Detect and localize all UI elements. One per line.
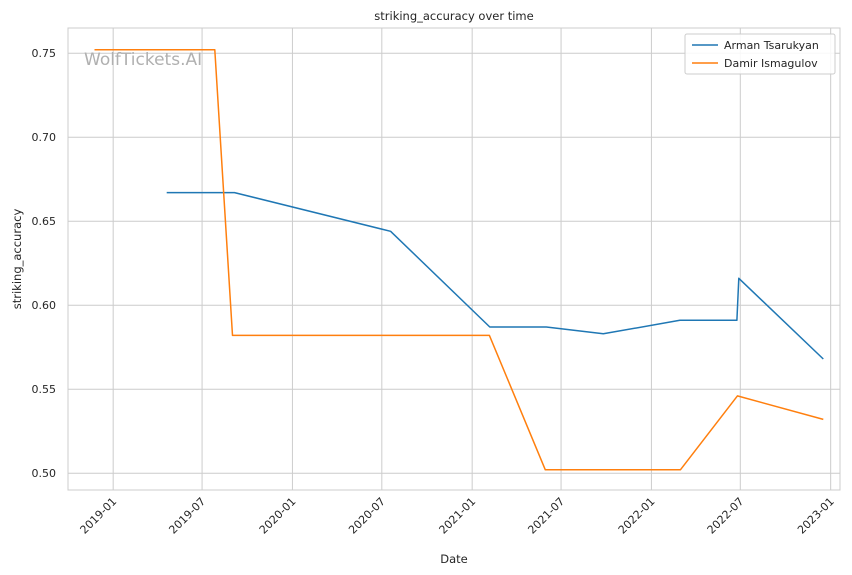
x-tick-label: 2022-01: [616, 495, 658, 537]
y-tick-label: 0.60: [32, 299, 57, 312]
x-tick-label: 2021-01: [437, 495, 479, 537]
y-tick-label: 0.50: [32, 467, 57, 480]
x-tick-label: 2023-01: [795, 495, 837, 537]
y-tick-label: 0.55: [32, 383, 57, 396]
x-tick-label: 2021-07: [525, 495, 567, 537]
y-axis-label: striking_accuracy: [10, 209, 24, 310]
legend-label-arman: Arman Tsarukyan: [724, 39, 819, 52]
series-line-damir-ismagulov: [94, 49, 824, 471]
x-axis-ticks: 2019-01 2019-07 2020-01 2020-07 2021-01 2021-…: [78, 495, 837, 537]
x-tick-label: 2020-01: [257, 495, 299, 537]
legend: Arman Tsarukyan Damir Ismagulov: [684, 33, 836, 75]
x-tick-label: 2019-07: [166, 495, 208, 537]
watermark: WolfTickets.AI: [84, 50, 202, 70]
y-tick-label: 0.75: [32, 47, 57, 60]
x-tick-label: 2019-01: [78, 495, 120, 537]
series-layer: [94, 49, 824, 471]
x-tick-label: 2020-07: [346, 495, 388, 537]
y-axis-ticks: 0.50 0.55 0.60 0.65 0.70 0.75: [32, 47, 57, 480]
series-line-arman-tsarukyan: [166, 191, 824, 360]
legend-label-damir: Damir Ismagulov: [724, 57, 818, 70]
y-tick-label: 0.70: [32, 131, 57, 144]
x-axis-label: Date: [440, 552, 468, 566]
x-tick-label: 2022-07: [705, 495, 747, 537]
chart-title: striking_accuracy over time: [374, 9, 533, 23]
y-tick-label: 0.65: [32, 215, 57, 228]
grid: [68, 28, 840, 490]
plot-area: [67, 27, 841, 491]
legend-box: [684, 33, 836, 75]
